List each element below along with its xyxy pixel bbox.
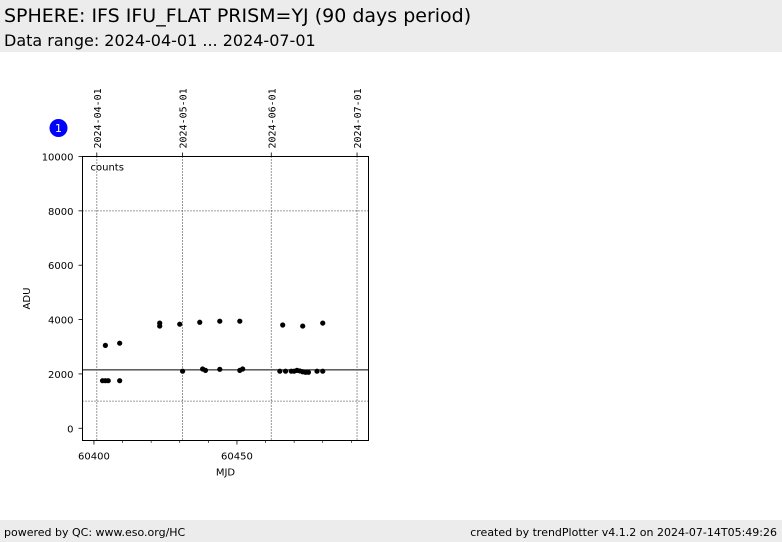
date-tick-label: 2024-04-01 [93,88,104,148]
data-point [320,368,326,374]
data-point [105,378,111,384]
page-title: SPHERE: IFS IFU_FLAT PRISM=YJ (90 days p… [4,5,472,27]
data-point [277,368,283,374]
x-tick-label: 60450 [221,452,253,463]
data-point [237,318,243,324]
date-tick-label: 2024-06-01 [267,88,278,148]
plot-frame [82,156,369,441]
data-point [282,368,289,374]
data-point [280,322,286,328]
data-range-subtitle: Data range: 2024-04-01 ... 2024-07-01 [4,31,316,50]
date-tick-label: 2024-07-01 [353,88,364,148]
y-tick-label: 10000 [42,153,74,164]
y-tick-label: 0 [67,424,73,435]
y-tick-label: 2000 [48,370,73,381]
plot-number-badge [49,119,68,137]
footer-bar: powered by QC: www.eso.org/HC created by… [0,520,782,542]
data-point [197,319,203,325]
date-tick-label: 2024-05-01 [179,88,190,148]
x-tick-label: 60400 [78,452,110,463]
data-point [102,342,108,348]
y-tick-label: 6000 [48,261,73,272]
plot-number-label: 1 [55,122,62,135]
data-point [177,321,183,327]
data-point [240,366,246,372]
counts-annotation: counts [91,163,124,174]
data-point [180,368,186,374]
data-point [300,323,306,329]
data-point [217,366,223,372]
x-axis-label: MJD [216,468,236,479]
footer-created-by: created by trendPlotter v4.1.2 on 2024-0… [470,526,777,539]
y-tick-label: 8000 [48,207,73,218]
data-point [202,367,209,373]
data-point [320,320,326,326]
data-point [117,340,123,346]
y-axis-label: ADU [22,288,33,310]
data-point [305,369,312,375]
header-bar: SPHERE: IFS IFU_FLAT PRISM=YJ (90 days p… [0,0,782,52]
y-tick-label: 4000 [48,316,73,327]
data-point [217,318,223,324]
data-point [117,378,123,384]
footer-powered-by: powered by QC: www.eso.org/HC [4,526,186,539]
plot-area [82,156,369,441]
data-point [157,323,163,329]
data-point [314,368,320,374]
